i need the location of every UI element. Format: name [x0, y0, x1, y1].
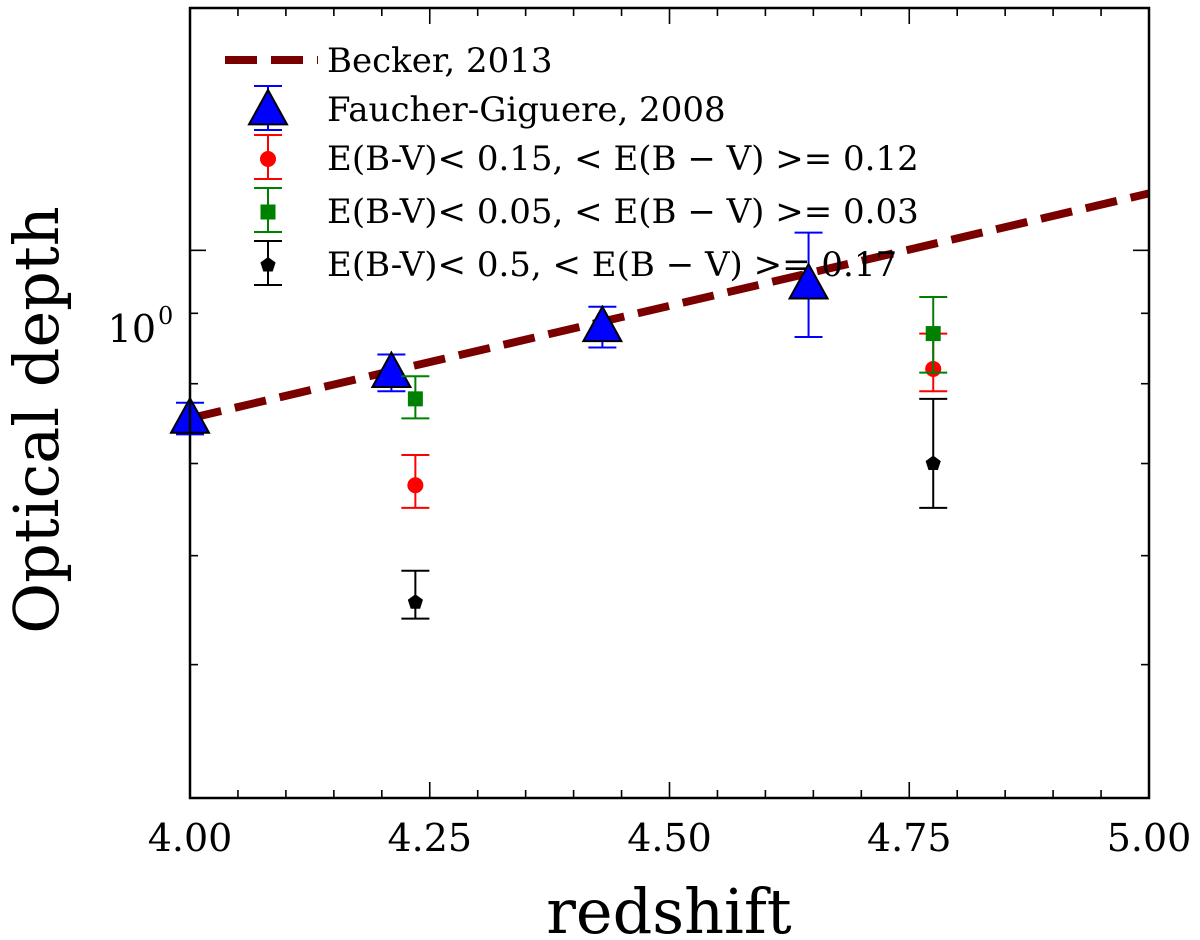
y-axis-title: Optical depth: [0, 206, 73, 633]
x-axis-title: redshift: [546, 875, 792, 940]
legend-label: E(B-V)< 0.05, < E(B − V) >= 0.03: [327, 192, 919, 232]
circle-marker: [407, 477, 424, 494]
pentagon-marker: [260, 257, 276, 272]
pentagon-marker: [407, 594, 423, 609]
circle-marker: [260, 151, 276, 167]
legend-entry-ebv-05: E(B-V)< 0.5, < E(B − V) >= 0.17: [254, 240, 897, 286]
legend-label: Faucher-Giguere, 2008: [327, 90, 726, 130]
triangle-marker: [581, 304, 624, 343]
x-tick-label: 4.50: [627, 816, 712, 860]
x-tick-labels: 4.00 4.25 4.50 4.75 5.00: [148, 816, 1192, 860]
pentagon-marker: [925, 455, 941, 470]
legend-entry-faucher: Faucher-Giguere, 2008: [247, 85, 726, 131]
y-tick-exponent: 0: [158, 302, 173, 330]
series-4-points: [401, 397, 948, 620]
legend-label: E(B-V)< 0.15, < E(B − V) >= 0.12: [327, 139, 919, 179]
legend-entry-ebv-015: E(B-V)< 0.15, < E(B − V) >= 0.12: [254, 134, 919, 180]
legend-label: E(B-V)< 0.5, < E(B − V) >= 0.17: [327, 245, 897, 285]
legend: Becker, 2013 Faucher-Giguere, 2008 E(B-V…: [225, 41, 919, 286]
legend-entry-ebv-005: E(B-V)< 0.05, < E(B − V) >= 0.03: [254, 187, 919, 233]
x-tick-label: 4.00: [148, 816, 233, 860]
y-tick-label: 10: [108, 307, 156, 351]
square-marker: [260, 204, 276, 220]
y-tick-labels: 10 0: [108, 302, 174, 351]
square-marker: [925, 326, 941, 342]
axis-ticks: [189, 8, 1150, 798]
x-tick-label: 4.25: [387, 816, 472, 860]
square-marker: [407, 391, 423, 407]
triangle-marker: [247, 87, 289, 126]
legend-label: Becker, 2013: [327, 41, 553, 81]
x-tick-label: 5.00: [1107, 816, 1192, 860]
legend-entry-becker: Becker, 2013: [225, 41, 553, 81]
triangle-marker: [787, 262, 830, 300]
becker-2013-line: [190, 189, 1149, 423]
triangle-marker: [370, 350, 413, 389]
series-3-points: [401, 295, 948, 420]
plot-frame: [188, 6, 1151, 800]
x-tick-label: 4.75: [867, 816, 952, 860]
